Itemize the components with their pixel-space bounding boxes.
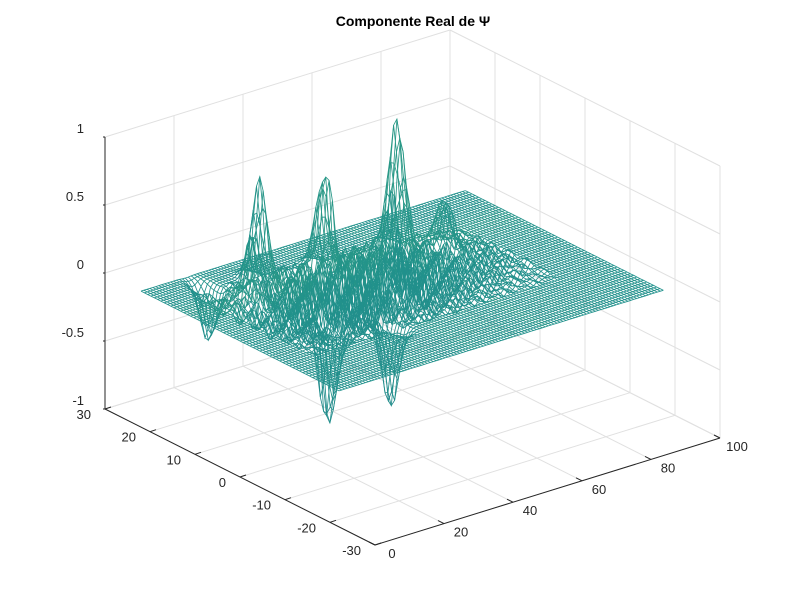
y-tick-label: -20 [297, 520, 316, 535]
surface-mesh [140, 117, 664, 425]
mesh-line-y [322, 281, 647, 384]
y-tick-mark [284, 497, 292, 501]
mesh-line-y [200, 200, 525, 322]
y-tick-mark [194, 451, 202, 455]
grid-line-floor-y [329, 414, 676, 523]
axes-lines [103, 136, 721, 546]
mesh-line-y [167, 203, 492, 336]
z-tick-label: 1 [77, 121, 84, 136]
mesh-line-y [154, 196, 479, 311]
mesh-line-y [332, 286, 657, 388]
mesh-line-y [262, 251, 588, 378]
y-tick-mark [104, 406, 112, 410]
z-tick-label: -1 [72, 393, 84, 408]
mesh-line-y [295, 268, 621, 370]
y-tick-label: 20 [122, 430, 136, 445]
mesh-line-y [325, 283, 651, 385]
grid-line-back-z [104, 29, 451, 138]
x-tick-mark [644, 455, 652, 460]
mesh-line-y [299, 269, 624, 372]
y-tick-mark [374, 542, 382, 546]
z-tick-label: 0.5 [66, 189, 84, 204]
z-tick-label: 0 [77, 257, 84, 272]
mesh-line-y [266, 253, 591, 357]
mesh-line-y [150, 195, 476, 297]
mesh-line-y [328, 284, 654, 387]
mesh-line-y [157, 198, 482, 327]
mesh-line-y [243, 241, 568, 370]
mesh-line-y [286, 263, 611, 365]
mesh-line-y [292, 266, 618, 369]
y-tick-label: 30 [77, 407, 91, 422]
x-tick-label: 80 [661, 460, 675, 475]
x-tick-label: 100 [726, 439, 748, 454]
x-axis-line [374, 437, 721, 546]
mesh-line-y [233, 236, 558, 339]
y-tick-mark [239, 474, 247, 478]
mesh-line-y [335, 288, 661, 390]
grid-line-floor-y [239, 369, 586, 478]
mesh-line-y [289, 264, 614, 367]
mesh-line-y [319, 279, 644, 382]
x-tick-label: 20 [454, 525, 468, 540]
x-tick-mark [368, 541, 376, 546]
chart-title: Componente Real de Ψ [336, 13, 490, 29]
y-tick-label: -10 [252, 498, 271, 513]
mesh-line-y [236, 238, 562, 341]
mesh-line-y [338, 289, 664, 392]
x-tick-label: 0 [388, 546, 395, 561]
y-tick-label: 0 [219, 475, 226, 490]
x-tick-mark [713, 434, 721, 439]
x-tick-mark [575, 477, 583, 482]
y-tick-label: 10 [167, 452, 181, 467]
z-tick-label: -0.5 [62, 325, 84, 340]
grid-line-side-z [449, 301, 721, 439]
mesh-line-y [279, 259, 605, 401]
y-tick-label: -30 [342, 543, 361, 558]
y-tick-mark [329, 519, 337, 523]
mesh-line-y [160, 200, 486, 340]
grid-line-side-z [449, 29, 721, 167]
mesh-line-y [305, 273, 631, 375]
grid-line-back-z [104, 97, 451, 206]
mesh-line-y [315, 278, 641, 380]
mesh-line-y [147, 193, 473, 295]
mesh-line-y [144, 191, 469, 294]
mesh-line-y [256, 248, 581, 411]
mesh-line-y [309, 274, 634, 377]
x-tick-mark [506, 498, 514, 503]
y-tick-mark [149, 429, 157, 433]
mesh-line-y [312, 276, 638, 379]
mesh-line-y [206, 205, 532, 325]
grid-line-floor-y [284, 392, 631, 501]
x-tick-label: 60 [592, 482, 606, 497]
mesh-line-y [302, 271, 628, 374]
mesh-line-y [140, 190, 466, 292]
grid-line-side-z [449, 165, 721, 303]
mesh-line-y [272, 256, 598, 394]
grid-line-side-z [449, 97, 721, 235]
tick-labels: 0 20 40 60 80 100 -30 -20 -10 0 10 20 30-1 -0.5 0 0.5 1 [62, 121, 748, 561]
mesh-line-y [246, 237, 572, 398]
x-tick-label: 40 [523, 503, 537, 518]
grid-line-floor-y [194, 346, 541, 455]
mesh-line-y [187, 125, 512, 315]
x-tick-mark [437, 520, 445, 525]
